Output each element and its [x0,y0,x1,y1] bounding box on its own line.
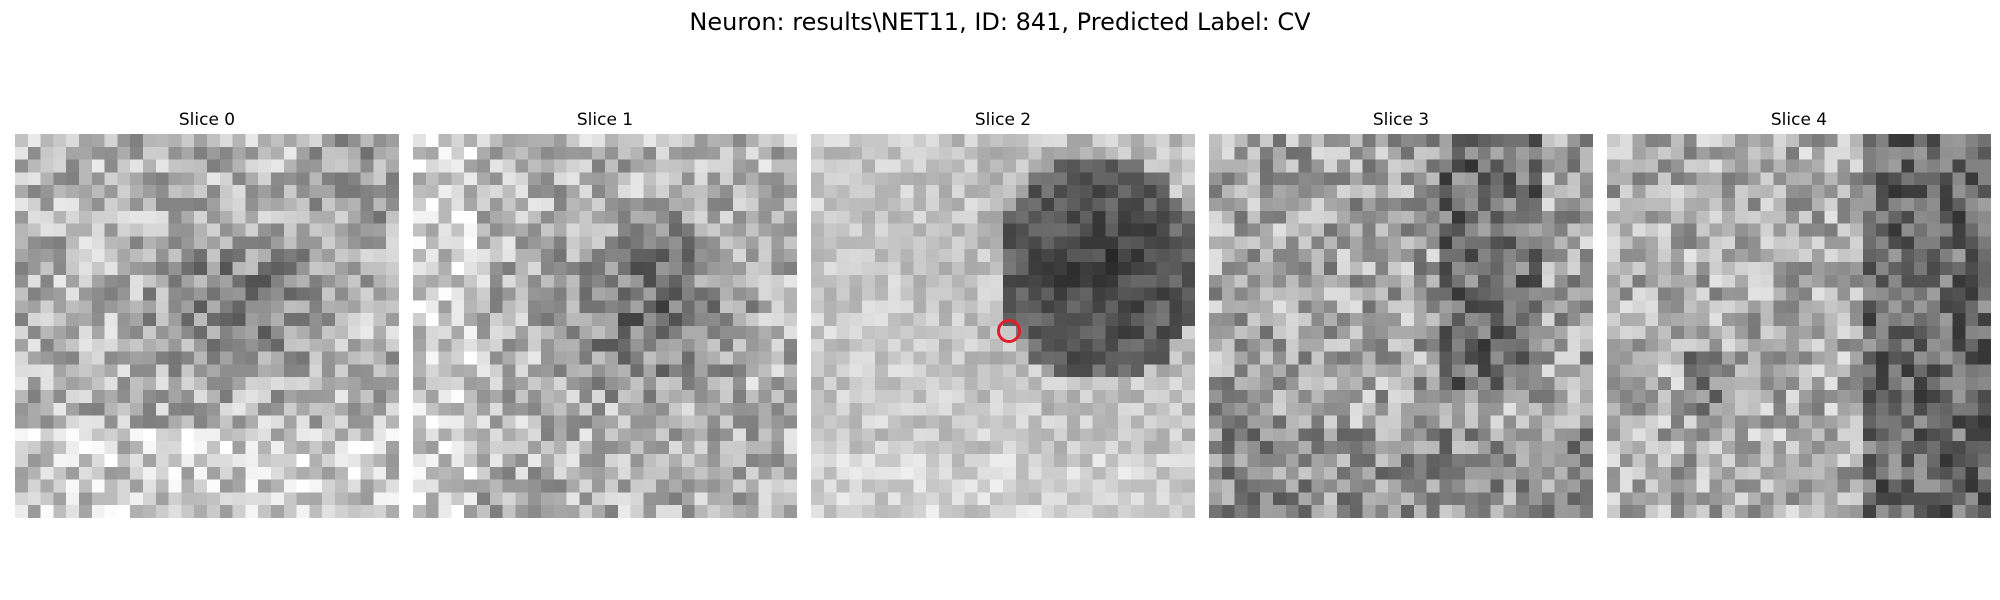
slice-image [413,134,797,518]
slice-title: Slice 4 [1770,110,1828,130]
slice-panel-2: Slice 2 [811,108,1195,518]
slice-title: Slice 1 [576,110,634,130]
slice-image [1607,134,1991,518]
slice-image [1209,134,1593,518]
slice-image [15,134,399,518]
slice-title: Slice 0 [178,110,236,130]
slice-panel-1: Slice 1 [413,108,797,518]
red-circle-marker [997,319,1021,343]
slice-title: Slice 2 [974,110,1032,130]
slice-panel-3: Slice 3 [1209,108,1593,518]
slice-panel-0: Slice 0 [15,108,399,518]
slice-title: Slice 3 [1372,110,1430,130]
slice-panel-4: Slice 4 [1607,108,1991,518]
figure-title: Neuron: results\NET11, ID: 841, Predicte… [689,8,1311,36]
